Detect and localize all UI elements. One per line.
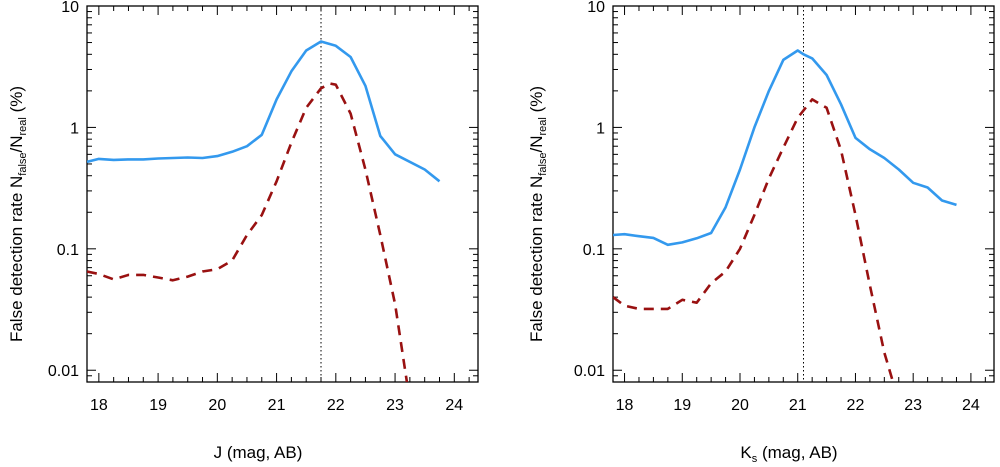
x-tick-label: 19	[673, 397, 691, 414]
y-tick-label: 1	[70, 120, 79, 137]
y-tick-label: 0.01	[48, 363, 79, 380]
left-y-axis-label: False detection rate Nfalse/Nreal (%)	[7, 86, 29, 342]
x-tick-label: 19	[149, 397, 167, 414]
series-line-solid-blue	[613, 49, 957, 247]
right-y-axis-label: False detection rate Nfalse/Nreal (%)	[527, 86, 549, 342]
x-tick-label: 23	[386, 397, 404, 414]
y-tick-label: 0.01	[574, 363, 605, 380]
y-tick-label: 0.1	[57, 242, 79, 259]
y-tick-label: 0.1	[583, 242, 605, 259]
y-tick-label: 1	[596, 120, 605, 137]
right-x-axis-label: Ks (mag, AB)	[740, 443, 837, 465]
x-tick-label: 20	[731, 397, 749, 414]
x-tick-label: 21	[268, 397, 286, 414]
x-tick-label: 22	[327, 397, 345, 414]
x-tick-label: 18	[616, 397, 634, 414]
series-line-solid-blue	[87, 40, 441, 183]
y-tick-label: 10	[587, 0, 605, 16]
series-line-dashed-red	[87, 82, 409, 382]
x-tick-label: 23	[904, 397, 922, 414]
plot-frame	[86, 5, 479, 383]
x-tick-label: 24	[962, 397, 980, 414]
x-tick-label: 24	[445, 397, 463, 414]
y-tick-label: 10	[61, 0, 79, 16]
x-tick-label: 20	[208, 397, 226, 414]
x-tick-label: 18	[90, 397, 108, 414]
left-x-axis-label: J (mag, AB)	[214, 443, 303, 462]
right-panel-ks-band: False detection rate Nfalse/Nreal (%) Ks…	[527, 0, 995, 465]
left-panel-j-band: False detection rate Nfalse/Nreal (%) J …	[7, 0, 479, 462]
series-line-dashed-red	[613, 98, 895, 382]
x-tick-label: 21	[789, 397, 807, 414]
x-tick-label: 22	[847, 397, 865, 414]
